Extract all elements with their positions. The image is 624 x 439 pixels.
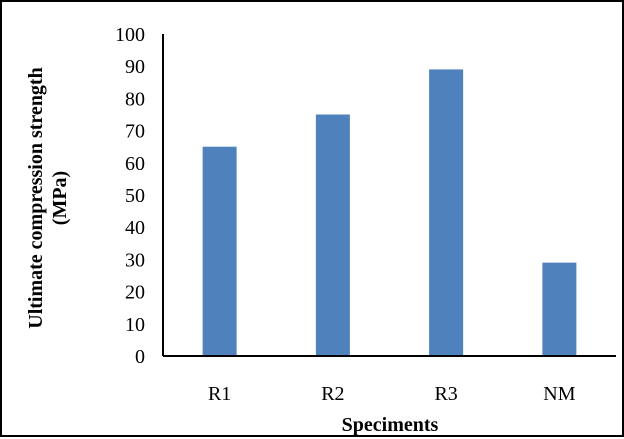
x-tick-label: R1 (208, 383, 231, 405)
x-tick-label: NM (543, 383, 575, 405)
y-tick-labels: 0 10 20 30 40 50 60 70 80 90 100 (115, 24, 145, 368)
y-tick-label: 40 (125, 217, 145, 239)
y-axis-title-line1: Ultimate compression strength (25, 67, 47, 328)
x-tick-label: R2 (321, 383, 344, 405)
y-tick-label: 80 (125, 88, 145, 110)
y-tick-label: 60 (125, 153, 145, 175)
y-tick-label: 90 (125, 56, 145, 78)
y-tick-label: 20 (125, 282, 145, 304)
y-tick-label: 50 (125, 185, 145, 207)
y-tick-label: 10 (125, 314, 145, 336)
x-tick-label: R3 (434, 383, 457, 405)
x-axis-title: Speciments (342, 414, 439, 436)
bars (202, 69, 577, 357)
y-tick-label: 30 (125, 249, 145, 271)
bar-nm (542, 262, 577, 356)
y-tick-label: 100 (115, 24, 145, 46)
y-tick-label: 70 (125, 121, 145, 143)
y-tick-label: 0 (135, 346, 145, 368)
bar-r2 (315, 114, 350, 356)
bar-r3 (429, 69, 464, 357)
x-tick-labels: R1 R2 R3 NM (208, 383, 576, 405)
bar-r1 (202, 146, 237, 356)
y-axis-title-line2: (MPa) (49, 171, 71, 225)
